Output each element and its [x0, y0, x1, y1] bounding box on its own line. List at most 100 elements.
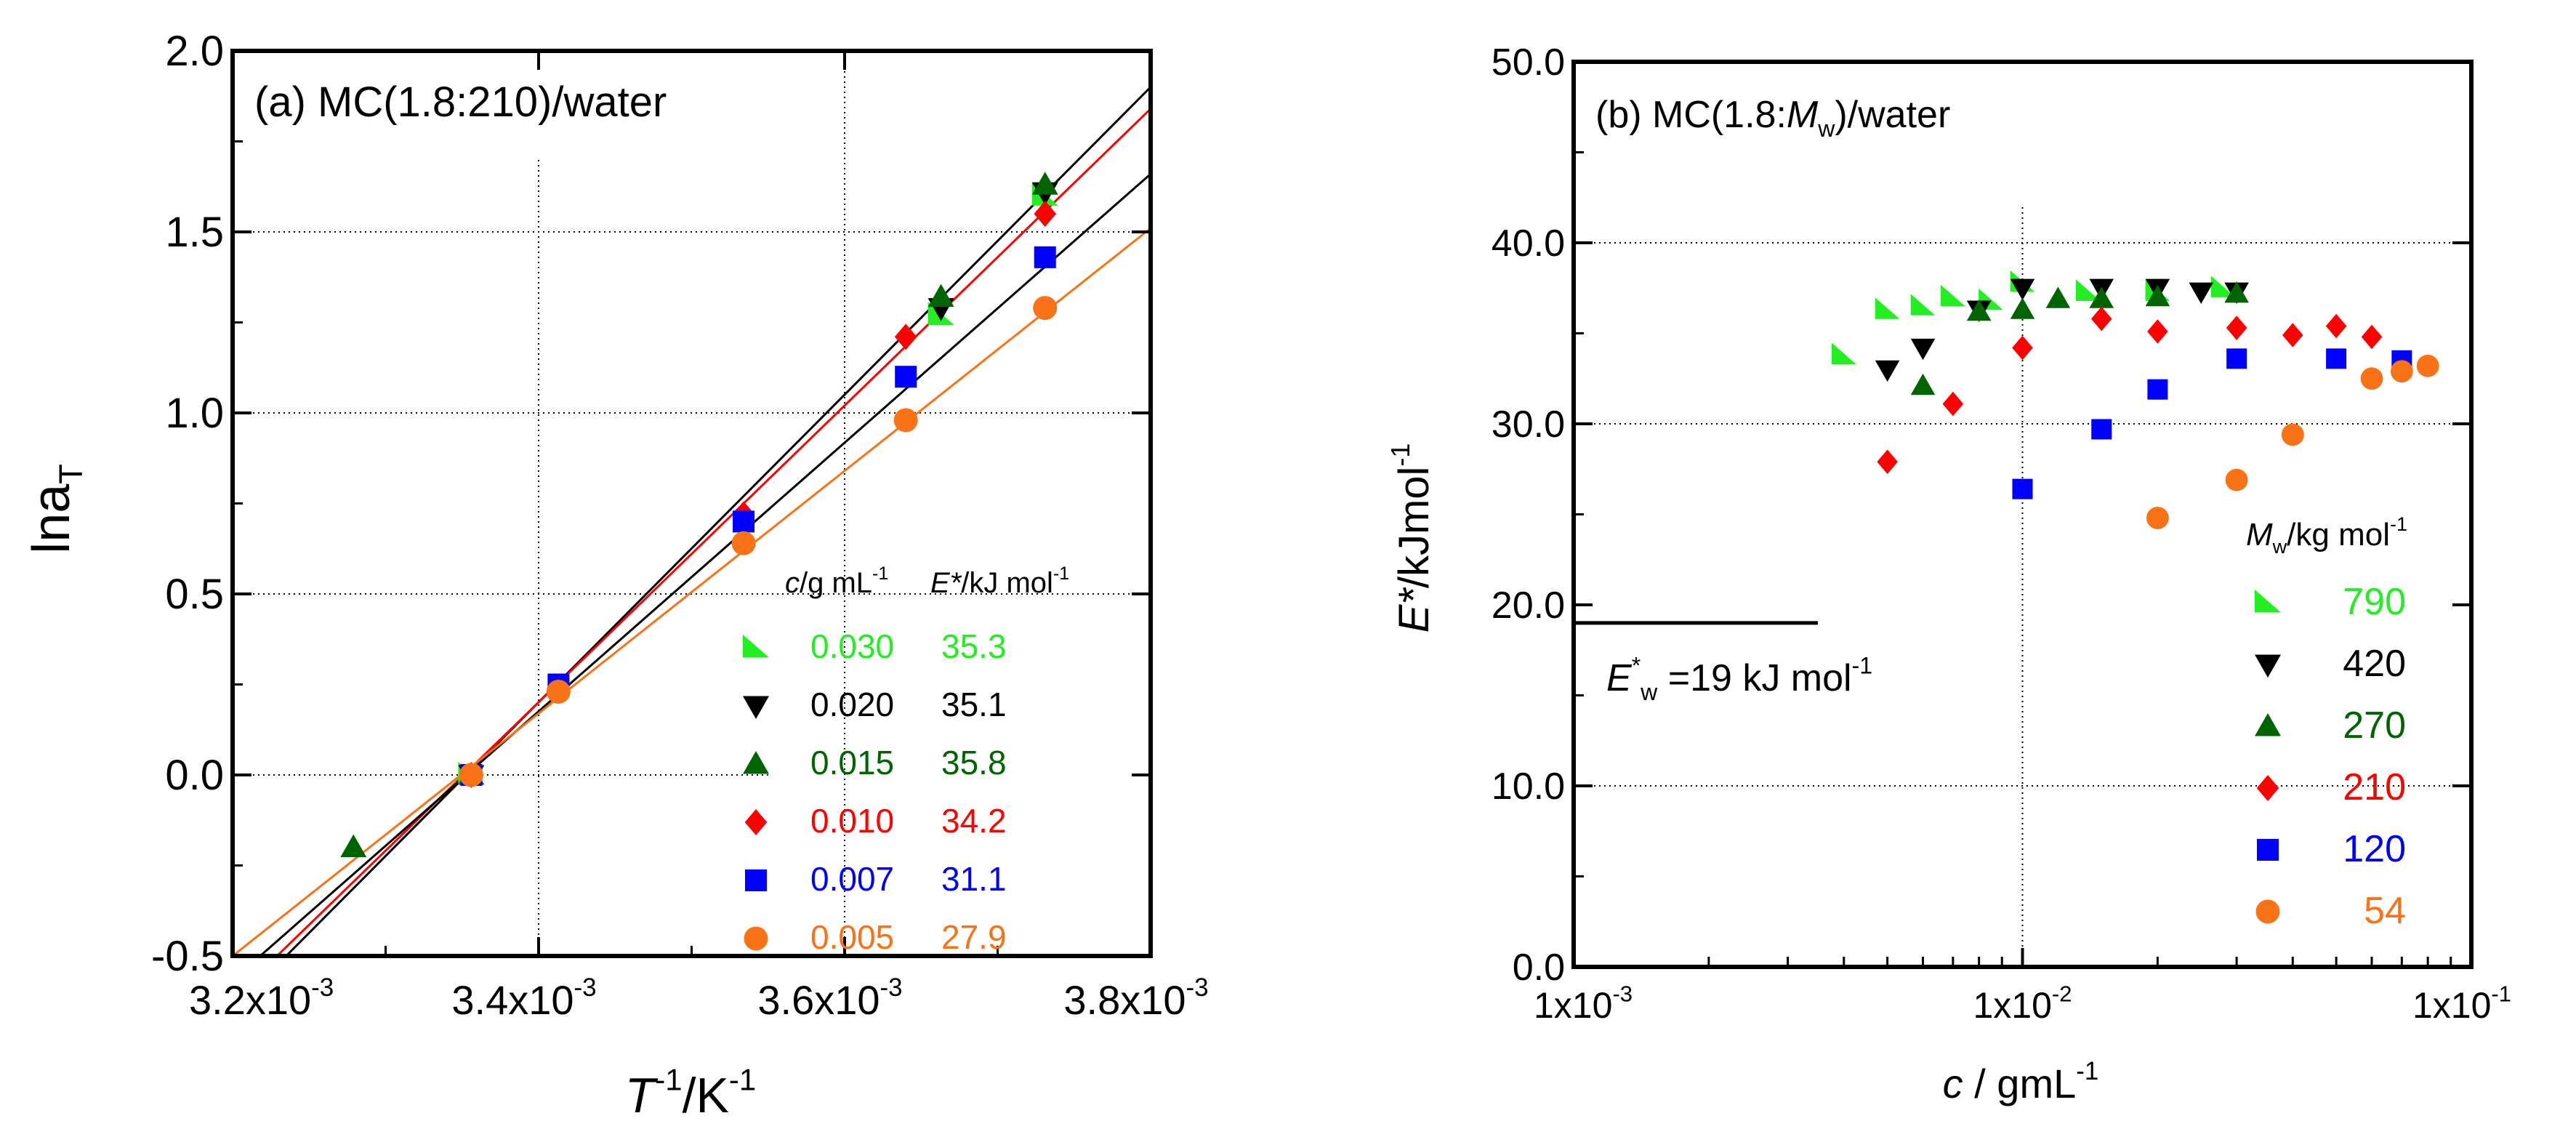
reference-label-part-3: =19 kJ mol — [1657, 657, 1851, 699]
legend-title-b-part-0: M — [2246, 517, 2273, 553]
legend-energy-2: 35.8 — [941, 744, 1007, 782]
legend-marker-b-0 — [2255, 590, 2281, 613]
y-tick-label-a-2: 0.5 — [165, 571, 224, 618]
data-points-b — [1831, 270, 2439, 529]
point-b-420-3 — [2010, 278, 2035, 301]
x-tick-label-a-3-part-0: 3.8x10 — [1063, 977, 1186, 1023]
legend-marker-b-5 — [2255, 899, 2280, 924]
legend-mw-2: 270 — [2343, 704, 2406, 747]
y-tick-label-b-2: 20.0 — [1492, 584, 1565, 627]
reference-label: E*w =19 kJ mol-1 — [1606, 653, 1872, 705]
legend-mw-0: 790 — [2343, 581, 2406, 623]
x-tick-label-a-1-part-1: -3 — [574, 973, 597, 1002]
x-tick-label-a-2-part-0: 3.6x10 — [757, 977, 880, 1023]
panel-label-b-part-2: w — [1817, 116, 1835, 142]
panel-label-a: (a) MC(1.8:210)/water — [254, 79, 667, 126]
point-a-0.005-4 — [1033, 296, 1058, 321]
fit-line-2 — [259, 173, 1151, 956]
y-tick-label-b-1: 10.0 — [1492, 766, 1565, 808]
legend-header-e: E*/kJ mol-1 — [930, 563, 1069, 599]
point-b-210-4 — [2147, 319, 2168, 344]
x-tick-label-b-2-part-1: -1 — [2491, 981, 2511, 1007]
point-b-270-5 — [2145, 284, 2170, 307]
panel-label-b-part-3: )/water — [1835, 94, 1950, 136]
y-tick-label-a-5: 2.0 — [165, 28, 224, 75]
legend-marker-b-2 — [2255, 713, 2281, 736]
point-b-270-2 — [2010, 297, 2035, 319]
reference-label-part-0: E — [1606, 657, 1633, 699]
point-a-0.005-1 — [546, 679, 571, 704]
y-tick-label-a-3: 1.0 — [165, 390, 224, 437]
fit-line-0 — [285, 86, 1151, 956]
legend-mw-1: 420 — [2343, 643, 2406, 685]
point-a-0.005-0 — [459, 763, 483, 787]
point-a-0.005-2 — [731, 531, 756, 555]
point-b-210-7 — [2325, 313, 2347, 339]
legend-marker-a-0 — [743, 635, 769, 658]
x-tick-label-a-2: 3.6x10-3 — [757, 973, 902, 1023]
legend-conc-5: 0.005 — [810, 918, 894, 956]
reference-label-part-4: -1 — [1852, 653, 1872, 679]
panel-label-b: (b) MC(1.8:Mw)/water — [1595, 94, 1950, 142]
y-axis-label-a-part-1: T — [52, 464, 89, 484]
panel-label-b-part-0: (b) MC(1.8: — [1595, 94, 1787, 136]
data-points-a — [340, 172, 1058, 858]
legend-conc-0: 0.030 — [810, 627, 894, 665]
legend-marker-b-4 — [2257, 839, 2279, 861]
x-tick-label-a-2-part-1: -3 — [880, 973, 903, 1002]
x-tick-label-b-2: 1x10-1 — [2412, 981, 2511, 1026]
point-a-0.015-2 — [927, 284, 954, 308]
x-tick-label-b-1-part-0: 1x10 — [1973, 985, 2051, 1026]
point-b-790-1 — [1875, 297, 1900, 319]
point-a-0.007-3 — [895, 366, 917, 388]
x-tick-label-a-0-part-1: -3 — [311, 973, 334, 1002]
point-b-210-6 — [2282, 323, 2303, 347]
x-tick-label-b-1: 1x10-2 — [1973, 981, 2072, 1026]
legend-a: c/g mL-1 E*/kJ mol-10.030 35.30.020 35.10.0… — [743, 563, 1069, 956]
point-b-120-3 — [2226, 348, 2247, 369]
x-axis-label-b-part-2: -1 — [2076, 1057, 2098, 1085]
x-tick-label-a-1: 3.4x10-3 — [451, 973, 596, 1023]
legend-b: Mw/kg mol-1 790 420 270 210 120 54 — [2246, 513, 2407, 932]
point-b-420-1 — [1910, 338, 1936, 361]
y-tick-label-b-3: 30.0 — [1492, 403, 1565, 446]
y-axis-label-b: E*/kJmol-1 — [1385, 443, 1438, 633]
y-axis-label-b-part-1: /kJmol — [1390, 467, 1438, 589]
legend-header-e-part-2: -1 — [1053, 563, 1069, 584]
y-tick-label-a-0: -0.5 — [151, 933, 224, 980]
x-tick-label-b-0: 1x10-3 — [1534, 981, 1633, 1026]
x-axis-label-a-part-2: /K — [683, 1068, 729, 1123]
reference-label-part-2: w — [1640, 679, 1658, 705]
point-b-54-0 — [2146, 507, 2169, 529]
point-b-210-2 — [2012, 335, 2033, 361]
legend-mw-3: 210 — [2343, 766, 2406, 808]
x-axis-label-a-part-1: -1 — [655, 1062, 682, 1096]
legend-conc-4: 0.007 — [810, 860, 894, 898]
legend-header-c: c/g mL-1 — [785, 563, 888, 599]
legend-marker-a-5 — [744, 926, 768, 951]
reference-label-part-1: * — [1632, 653, 1641, 679]
point-b-790-3 — [1941, 284, 1965, 307]
point-a-0.007-2 — [733, 510, 755, 533]
y-axis-label-b-part-2: -1 — [1385, 443, 1415, 467]
legend-marker-a-1 — [743, 696, 769, 719]
point-a-0.015-3 — [1031, 172, 1058, 195]
legend-conc-1: 0.020 — [810, 686, 894, 723]
x-tick-label-a-1-part-0: 3.4x10 — [451, 977, 573, 1023]
x-tick-label-b-1-part-1: -2 — [2052, 981, 2072, 1007]
point-b-120-4 — [2326, 348, 2347, 369]
legend-energy-0: 35.3 — [941, 627, 1007, 665]
legend-conc-2: 0.015 — [810, 744, 894, 782]
y-axis-label-a-part-0: lna — [23, 483, 81, 554]
x-axis-label-b-part-0: c — [1943, 1061, 1963, 1106]
point-b-54-4 — [2390, 360, 2413, 383]
legend-title-b-part-3: -1 — [2390, 513, 2407, 535]
x-tick-label-b-0-part-0: 1x10 — [1534, 985, 1612, 1026]
point-b-210-1 — [1942, 391, 1964, 417]
point-b-270-0 — [1910, 373, 1936, 395]
fit-line-3 — [233, 227, 1151, 956]
legend-mw-5: 54 — [2364, 890, 2406, 932]
point-b-790-2 — [1910, 294, 1936, 316]
point-b-120-0 — [2012, 478, 2033, 499]
